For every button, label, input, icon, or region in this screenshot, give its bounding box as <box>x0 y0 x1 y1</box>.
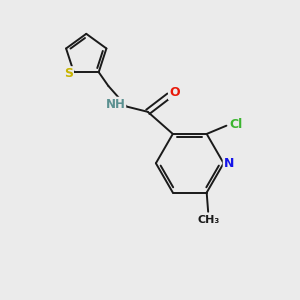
Text: CH₃: CH₃ <box>197 215 219 225</box>
Text: N: N <box>224 157 234 170</box>
Text: Cl: Cl <box>230 118 243 131</box>
Text: O: O <box>169 86 180 99</box>
Text: S: S <box>64 67 73 80</box>
Text: NH: NH <box>106 98 125 111</box>
